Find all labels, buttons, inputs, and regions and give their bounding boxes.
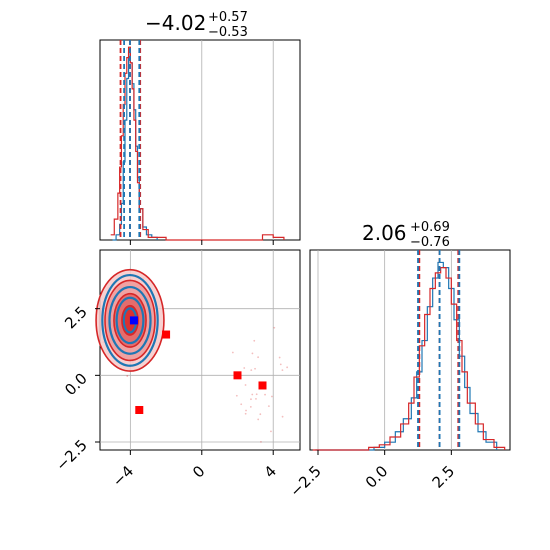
scatter-point [270,430,272,433]
scatter-point [257,418,260,421]
marker-red-square [258,381,267,390]
markers [129,316,267,414]
grid [201,40,274,240]
scatter-point [244,412,247,415]
marker-blue-square [129,316,138,325]
title-value: 2.06 [362,221,407,245]
x-tick-label: 0 [189,462,208,481]
title-plus: +0.57 [208,10,248,25]
x-tick-label: 0.0 [362,462,392,492]
title-minus: −0.53 [208,25,248,40]
scatter-point [259,413,262,416]
panel-param1-histogram: −4.02 +0.57 −0.53 [99,10,301,245]
scatter-point [250,369,253,372]
scatter-point [281,369,284,372]
scatter-point [250,398,252,401]
marker-red-square [135,406,144,414]
scatter-point [249,405,252,408]
scatter-point [273,326,276,329]
title-minus: −0.76 [410,235,450,250]
scatter-point [279,363,282,366]
scatter-point [253,339,256,342]
marker-red-square [233,371,242,380]
axes-frame [99,39,301,241]
scatter-point [240,403,243,406]
contour-blue [108,285,152,355]
marker-red-square [162,330,171,339]
scatter-point [281,415,284,418]
x-ticks: −2.5 0.0 2.5 [286,450,458,501]
scatter-point [244,384,247,386]
scatter-point [251,352,254,355]
scatter-point [245,409,247,412]
hist-series-red [312,267,506,451]
scatter-point [255,397,257,400]
scatter-point [243,367,246,369]
contour-blue [101,273,159,367]
y-ticks: −2.5 0.0 2.5 [52,303,100,475]
scatter-point [251,393,254,396]
scatter-point [264,393,266,396]
x-tick-label: 4 [261,462,280,481]
title-plus: +0.69 [410,220,450,235]
x-tick-label: −2.5 [286,462,324,500]
x-ticks [129,240,274,245]
x-tick-label: 2.5 [429,462,459,492]
hist-series-blue [315,261,498,451]
scatter-point [260,440,262,443]
hist-series-red [110,46,285,241]
contour-red [113,292,147,348]
scatter-point [286,366,289,369]
scatter-point [271,395,273,398]
contour-red [121,304,139,336]
x-tick-label: −4 [109,462,137,490]
scatter-point [231,351,234,354]
scatter-point [235,394,238,397]
panel-joint-scatter: −4 0 4 −2.5 0.0 2.5 [52,249,301,490]
quantile-lines [119,40,142,240]
title-value: −4.02 [145,11,206,35]
scatter-point [126,375,129,377]
axes-frame [309,249,511,451]
y-tick-label: 0.0 [61,369,91,399]
y-tick-label: −2.5 [52,436,90,474]
histograms [312,261,506,451]
contour-blue [115,296,145,345]
contour-red [95,268,165,372]
scatter-point [255,393,258,396]
scatter-point [254,367,256,370]
x-ticks: −4 0 4 [109,450,280,490]
scatter-point [257,356,260,359]
panel-param2-histogram: −2.5 0.0 2.5 2.06 +0.69 −0.76 [286,220,511,501]
scatter-point [278,356,281,359]
quantile-lines [417,250,461,450]
contour-red [104,279,156,362]
scatter-point [267,405,270,408]
y-tick-label: 2.5 [61,303,91,333]
